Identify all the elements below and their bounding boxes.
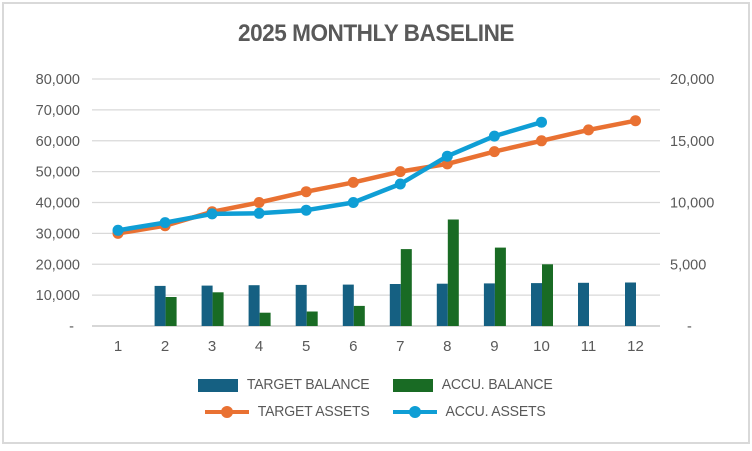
y-axis-left: - 10,000 20,000 30,000 40,000 50,000 60,000 70,… [36,72,80,335]
bar-series-target-balance [154,282,636,326]
svg-text:11: 11 [581,338,597,355]
svg-text:-: - [69,319,74,335]
svg-text:15,000: 15,000 [670,134,714,150]
target-balance-swatch [197,378,238,392]
svg-text:70,000: 70,000 [36,103,80,119]
line-series-accu-assets [112,116,547,236]
svg-text:3: 3 [208,338,216,355]
svg-text:20,000: 20,000 [36,257,80,273]
x-axis: 1 2 3 4 5 6 7 8 9 10 11 12 [114,338,644,355]
accu-balance-swatch [393,378,434,392]
chart-frame[interactable]: 2025 MONTHLY BASELINE - 10,000 20,000 30,00… [2,2,750,444]
svg-text:1: 1 [114,338,122,355]
svg-text:12: 12 [627,338,644,355]
svg-text:10: 10 [533,338,550,355]
legend-entry-target-assets[interactable]: TARGET ASSETS [204,404,371,420]
svg-text:7: 7 [396,338,404,355]
svg-text:80,000: 80,000 [36,72,80,88]
legend-row-lines: TARGET ASSETS ACCU. ASSETS [204,404,547,420]
svg-text:30,000: 30,000 [36,226,80,242]
svg-text:2: 2 [161,338,169,355]
svg-text:40,000: 40,000 [36,196,80,212]
accu-assets-swatch [393,406,438,419]
y-axis-right: - 5,000 10,000 15,000 20,000 [670,72,714,335]
legend-label-target-balance: TARGET BALANCE [246,377,370,393]
chart-title: 2025 MONTHLY BASELINE [238,20,514,47]
svg-text:50,000: 50,000 [36,165,80,181]
svg-text:5: 5 [302,338,310,355]
svg-text:-: - [687,319,692,335]
legend-label-accu-balance: ACCU. BALANCE [441,377,553,393]
legend-row-bars: TARGET BALANCE ACCU. BALANCE [197,377,555,393]
svg-text:60,000: 60,000 [36,134,80,150]
bar-series-accu-balance [165,219,553,327]
legend-entry-target-balance[interactable]: TARGET BALANCE [197,377,371,393]
line-series-target-assets [112,115,641,239]
svg-text:10,000: 10,000 [36,288,80,304]
svg-text:9: 9 [490,338,498,355]
svg-text:20,000: 20,000 [670,72,714,88]
legend-entry-accu-assets[interactable]: ACCU. ASSETS [393,404,547,420]
legend: TARGET BALANCE ACCU. BALANCE TARGET ASSE… [4,377,748,420]
gridlines [92,78,660,327]
legend-label-accu-assets: ACCU. ASSETS [445,404,546,420]
svg-text:6: 6 [349,338,357,355]
svg-text:4: 4 [255,338,263,355]
svg-text:8: 8 [443,338,451,355]
target-assets-swatch [204,406,249,419]
legend-label-target-assets: TARGET ASSETS [257,404,370,420]
plot-area: - 10,000 20,000 30,000 40,000 50,000 60,000 70,… [36,72,715,355]
legend-entry-accu-balance[interactable]: ACCU. BALANCE [393,377,554,393]
svg-text:10,000: 10,000 [670,196,714,212]
svg-text:5,000: 5,000 [670,257,706,273]
